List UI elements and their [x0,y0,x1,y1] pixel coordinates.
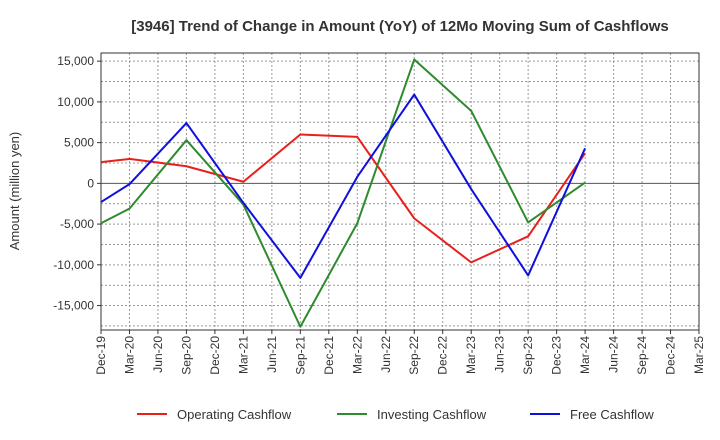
x-tick-label: Jun-23 [493,336,507,373]
x-tick-label: Mar-22 [350,336,364,374]
x-tick-label: Mar-24 [578,336,592,374]
x-tick-label: Mar-21 [236,336,250,374]
x-tick-label: Jun-20 [151,336,165,373]
x-tick-label: Dec-24 [664,336,678,375]
x-tick-label: Dec-20 [208,336,222,375]
x-tick-label: Sep-23 [521,336,535,375]
x-tick-label: Dec-23 [550,336,564,375]
x-tick-label: Dec-22 [436,336,450,375]
x-tick-label: Sep-20 [179,336,193,375]
plot-frame [100,52,700,331]
y-tick-label: 15,000 [57,54,94,68]
legend-label: Free Cashflow [570,407,654,422]
plot-area: 15,000 10,000 5,000 0 -5,000 -10,000 -15,000 De… [53,52,706,375]
series-line-operating-cashflow [100,133,586,264]
x-tick-label: Sep-21 [293,336,307,375]
x-tick-label: Jun-22 [379,336,393,373]
chart-title: [3946] Trend of Change in Amount (YoY) o… [131,18,669,35]
x-tick-label: Jun-24 [607,336,621,373]
x-tick-label: Mar-23 [464,336,478,374]
series-line-investing-cashflow [100,58,586,328]
x-tick-label: Sep-24 [635,336,649,375]
legend-label: Investing Cashflow [377,407,487,422]
x-tick-label: Sep-22 [407,336,421,375]
series-line-free-cashflow [100,93,587,279]
y-tick-label: 5,000 [64,136,94,150]
y-tick-label: -15,000 [53,299,94,313]
legend-label: Operating Cashflow [177,407,292,422]
x-tick-label: Mar-20 [122,336,136,374]
y-tick-label: -5,000 [60,217,94,231]
y-tick-label: 0 [87,176,94,190]
x-tick-label: Mar-25 [692,336,706,374]
y-axis-label: Amount (million yen) [7,132,22,251]
y-tick-label: 10,000 [57,95,94,109]
x-tick-label: Dec-19 [94,336,108,375]
legend: Operating Cashflow Investing Cashflow Free… [137,407,654,422]
x-tick-label: Dec-21 [322,336,336,375]
y-tick-label: -10,000 [53,258,94,272]
x-tick-label: Jun-21 [265,336,279,373]
